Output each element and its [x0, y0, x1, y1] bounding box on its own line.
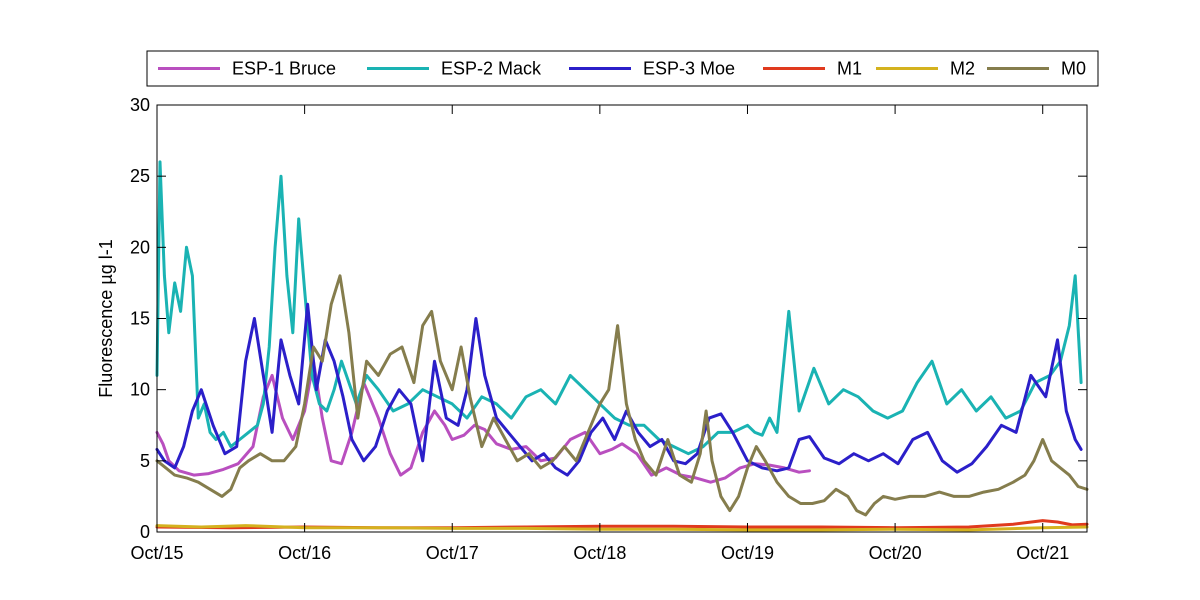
y-tick-label: 0	[140, 522, 150, 542]
x-tick-label: Oct/17	[426, 543, 479, 563]
y-axis-label: Fluorescence µg l-1	[96, 239, 116, 397]
axes: 0 5 10 15 20 25 30 Oct/15 Oct/16 Oct/17 Oct/18 Oct/…	[96, 95, 1088, 563]
y-tick-label: 25	[130, 166, 150, 186]
chart-legend: ESP-1 Bruce ESP-2 Mack ESP-3 Moe M1 M2 M0	[146, 50, 1099, 87]
series-line-2	[155, 302, 1083, 477]
y-tick-label: 15	[130, 309, 150, 329]
series-line-1	[155, 160, 1083, 456]
x-tick-label: Oct/15	[130, 543, 183, 563]
legend-label-0: ESP-1 Bruce	[232, 59, 336, 79]
x-tick-label: Oct/19	[721, 543, 774, 563]
plot-frame	[156, 104, 1088, 533]
legend-label-5: M0	[1061, 59, 1086, 79]
legend-label-4: M2	[950, 59, 975, 79]
y-tick-label: 10	[130, 380, 150, 400]
series-line-5	[155, 274, 1089, 517]
legend-label-2: ESP-3 Moe	[643, 59, 735, 79]
x-tick-label: Oct/21	[1016, 543, 1069, 563]
y-tick-label: 20	[130, 237, 150, 257]
x-tick-label: Oct/20	[869, 543, 922, 563]
legend-label-3: M1	[837, 59, 862, 79]
y-tick-label: 30	[130, 95, 150, 115]
legend-label-1: ESP-2 Mack	[441, 59, 542, 79]
y-tick-label: 5	[140, 451, 150, 471]
x-tick-label: Oct/16	[278, 543, 331, 563]
x-tick-label: Oct/18	[573, 543, 626, 563]
series-lines	[155, 160, 1089, 532]
